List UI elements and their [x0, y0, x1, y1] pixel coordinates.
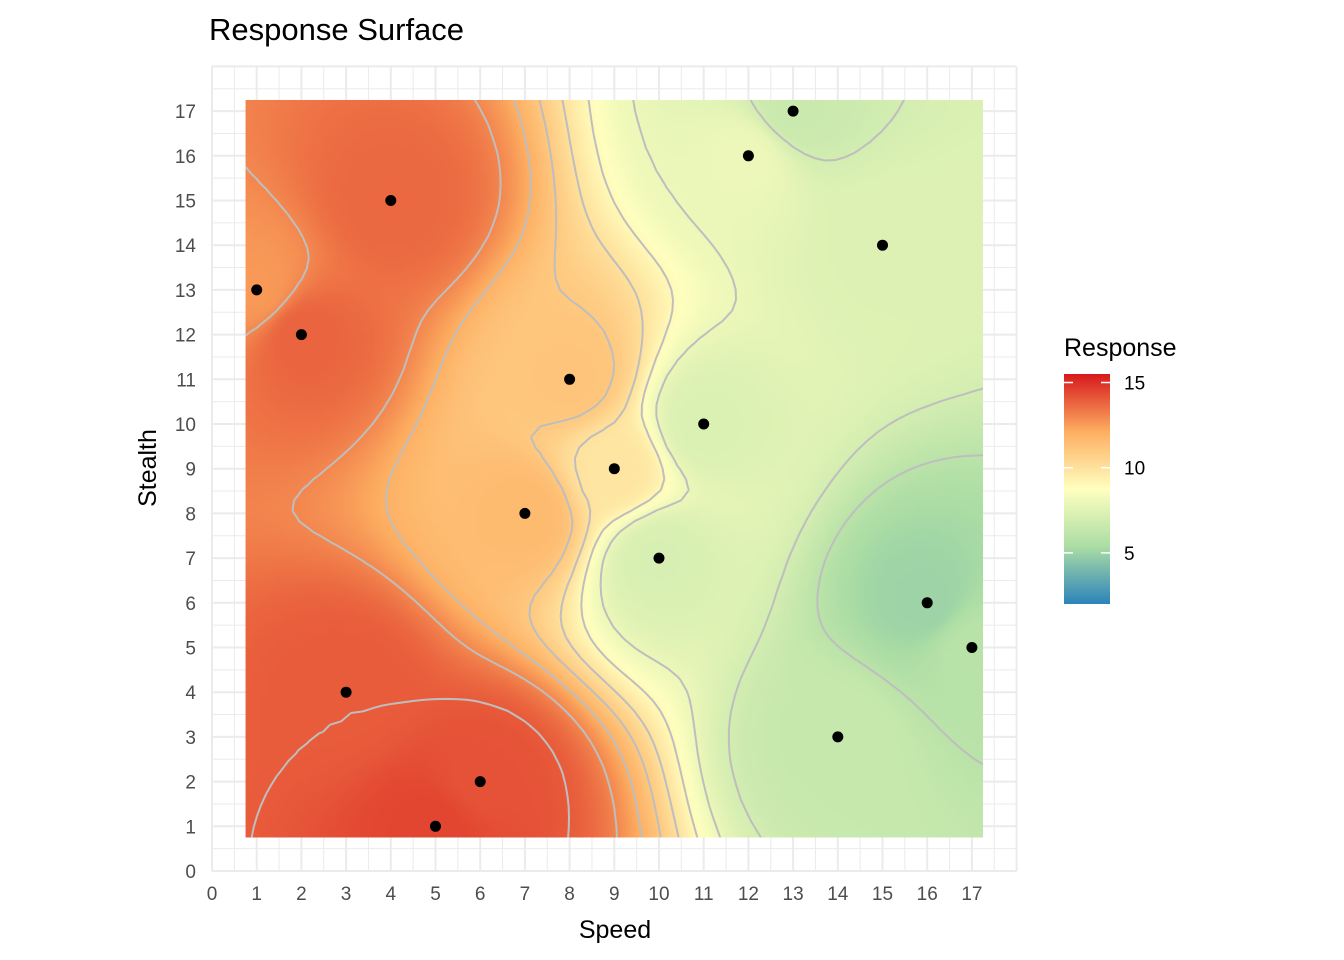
data-point [340, 686, 352, 698]
data-point [608, 463, 620, 475]
contour-line [245, 99, 618, 838]
data-point [295, 329, 307, 341]
x-axis-ticks: 0 1 2 3 4 5 6 7 8 9 10 11 12 13 14 15 16 17 [207, 884, 983, 905]
x-tick-label: 2 [296, 884, 307, 905]
y-tick-label: 2 [185, 773, 196, 794]
legend-ticks: 5 10 15 [1064, 374, 1145, 565]
data-point [787, 105, 799, 117]
data-point [430, 820, 441, 832]
x-tick-label: 14 [827, 884, 849, 905]
x-tick-label: 6 [475, 884, 486, 905]
x-tick-label: 12 [738, 884, 759, 905]
chart-title: Response Surface [209, 12, 464, 47]
data-point [832, 731, 844, 743]
y-tick-label: 14 [175, 236, 197, 257]
data-point [474, 776, 486, 788]
x-tick-label: 10 [648, 884, 669, 905]
legend-title: Response [1064, 334, 1177, 362]
y-tick-label: 5 [185, 639, 196, 660]
y-tick-label: 1 [185, 817, 196, 838]
color-legend: Response 5 10 15 [1064, 334, 1177, 604]
x-tick-label: 15 [872, 884, 893, 905]
contour-line [384, 99, 643, 838]
contour-line [580, 99, 699, 838]
data-points [251, 105, 978, 832]
x-tick-label: 17 [961, 884, 982, 905]
x-tick-label: 9 [609, 884, 620, 905]
contour-line [816, 454, 984, 766]
data-point [653, 552, 665, 564]
y-tick-label: 7 [185, 549, 196, 570]
x-tick-label: 16 [917, 884, 938, 905]
x-tick-label: 7 [520, 884, 531, 905]
data-point [921, 597, 933, 609]
y-tick-label: 9 [185, 460, 196, 481]
x-axis-title: Speed [579, 916, 651, 944]
y-tick-label: 11 [176, 370, 196, 391]
contour-line [559, 99, 680, 838]
contour-line [727, 99, 984, 838]
contour-line [528, 99, 662, 838]
y-tick-label: 8 [185, 504, 196, 525]
x-tick-label: 3 [341, 884, 352, 905]
y-tick-label: 16 [175, 147, 196, 168]
x-tick-label: 11 [694, 884, 714, 905]
contour-line [250, 697, 570, 838]
y-tick-label: 12 [175, 326, 196, 347]
data-point [519, 507, 531, 519]
y-tick-label: 17 [175, 102, 196, 123]
y-tick-label: 15 [175, 192, 196, 213]
data-point [251, 284, 263, 296]
data-point [564, 373, 576, 385]
contour-lines [245, 99, 984, 838]
legend-tick-label: 10 [1124, 459, 1145, 480]
legend-colorbar [1064, 374, 1110, 604]
y-tick-label: 0 [185, 862, 196, 883]
contour-line [599, 99, 737, 838]
data-point [742, 150, 754, 162]
x-tick-label: 0 [207, 884, 218, 905]
x-tick-label: 1 [251, 884, 262, 905]
y-tick-label: 6 [185, 594, 196, 615]
legend-tick-label: 15 [1124, 374, 1145, 395]
data-point [877, 239, 888, 251]
data-point [698, 418, 710, 430]
x-tick-label: 13 [783, 884, 804, 905]
x-tick-label: 5 [430, 884, 441, 905]
x-tick-label: 4 [386, 884, 397, 905]
y-tick-label: 10 [175, 415, 196, 436]
legend-tick-label: 5 [1124, 544, 1135, 565]
y-axis-title: Stealth [134, 429, 162, 507]
data-point [385, 195, 397, 206]
y-tick-label: 3 [185, 728, 196, 749]
y-tick-label: 13 [175, 281, 196, 302]
x-tick-label: 8 [564, 884, 575, 905]
data-point [966, 642, 978, 653]
y-tick-label: 4 [185, 683, 196, 704]
